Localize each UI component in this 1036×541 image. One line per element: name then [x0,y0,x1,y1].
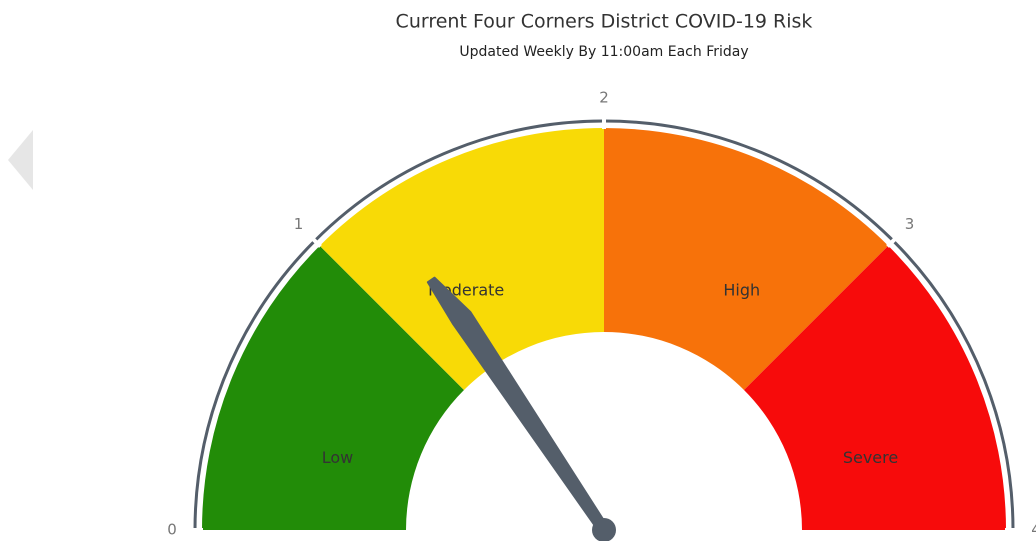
band-label: High [723,280,760,299]
tick-label: 4 [1031,521,1036,539]
chart-title: Current Four Corners District COVID-19 R… [396,11,813,33]
tick-label: 3 [905,215,915,233]
band-label: Severe [843,448,898,467]
tick-mark [310,236,322,248]
tick-label: 1 [294,215,304,233]
tick-label: 2 [599,89,609,107]
band-label: Low [322,448,354,467]
gauge-band [319,128,604,390]
gauge-band [202,245,464,530]
gauge-band [744,245,1006,530]
chart-subtitle: Updated Weekly By 11:00am Each Friday [459,44,748,60]
tick-mark [886,236,898,248]
needle-hub [592,518,616,541]
tick-label: 0 [167,521,177,539]
gauge-band [604,128,889,390]
carousel-prev-arrow[interactable] [8,130,33,190]
